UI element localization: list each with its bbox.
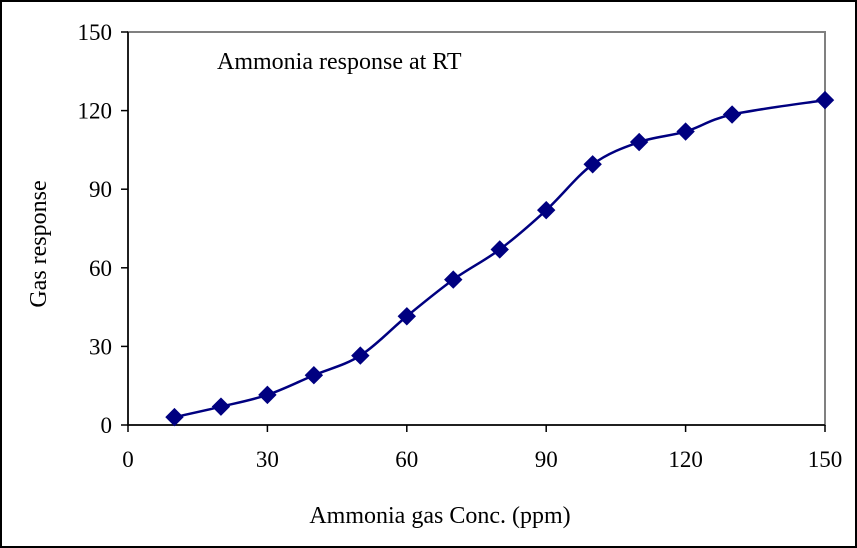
y-tick-label: 60 [89,256,112,281]
x-tick-label: 120 [668,447,703,472]
x-tick-label: 90 [535,447,558,472]
data-point-marker [583,155,602,174]
x-tick-label: 30 [256,447,279,472]
x-axis-title: Ammonia gas Conc. (ppm) [309,503,570,529]
data-point-marker [258,385,277,405]
x-axis-ticks: 0 30 60 90 120 150 [122,425,842,472]
data-point-marker [304,366,324,385]
data-point-marker [397,307,417,326]
x-tick-label: 0 [122,447,134,472]
y-tick-label: 120 [78,99,113,124]
data-markers [165,90,835,427]
data-point-marker [722,105,742,124]
y-tick-label: 0 [101,413,113,438]
data-point-marker [165,407,184,427]
y-tick-label: 30 [89,334,112,359]
data-point-marker [676,122,695,141]
data-point-marker [351,346,370,365]
data-point-marker [490,240,509,259]
x-tick-label: 150 [808,447,843,472]
x-tick-label: 60 [395,447,418,472]
data-point-marker [629,132,649,152]
plot-area-border [127,31,826,426]
data-point-marker [815,90,835,110]
y-tick-label: 90 [89,177,112,202]
y-tick-label: 150 [78,20,113,45]
plot-area [127,31,826,426]
y-axis-title: Gas response [26,180,52,307]
chart-title: Ammonia response at RT [217,49,462,75]
data-point-marker [444,270,463,289]
axes [127,32,825,426]
y-axis-ticks: 0 30 60 90 120 150 [78,20,128,438]
data-point-marker [536,200,556,220]
data-point-marker [211,397,231,416]
